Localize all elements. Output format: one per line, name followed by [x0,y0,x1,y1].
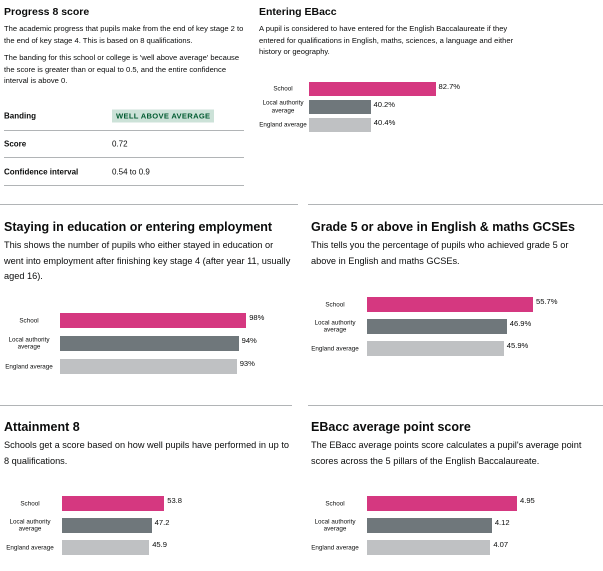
bar-value-label: 40.4% [373,118,396,127]
bar [62,518,152,533]
bar-label: Local authority average [9,518,51,533]
bar-label: School [325,300,345,308]
bar-label: England average [5,362,53,370]
chart-description: A pupil is considered to have entered fo… [259,24,514,56]
bar-label: School [20,499,40,507]
bar-value-label: 98% [249,313,265,322]
bar [60,359,237,374]
attainment8-chart: School 53.8 Local authority average 47.2 Eng… [0,496,290,556]
section-divider [0,204,298,205]
progress8-banding-note: The banding for this school or college i… [4,53,240,85]
grade5-panel: Grade 5 or above in English & maths GCSE… [311,220,601,269]
confidence-row: Confidence interval 0.54 to 0.9 [4,158,244,186]
score-row: Score 0.72 [4,131,244,158]
bar-label: England average [311,543,359,551]
chart-description: This shows the number of pupils who eith… [4,240,291,281]
banding-row: Banding WELL ABOVE AVERAGE [4,104,244,131]
bar [60,313,247,328]
bar-value-label: 53.8 [167,496,182,505]
section-divider [308,204,603,205]
score-key: Score [4,139,27,149]
chart-title: Grade 5 or above in English & maths GCSE… [311,220,575,234]
bar-label: Local authority average [262,99,304,115]
bar-value-label: 40.2% [373,100,396,109]
bar-label: England average [259,121,307,129]
entering-ebacc-panel: Entering EBacc A pupil is considered to … [259,6,529,58]
bar-value-label: 4.95 [519,496,535,505]
bar-value-label: 45.9% [506,341,529,350]
bar [367,319,507,334]
staying-in-education-panel: Staying in education or entering employm… [4,220,294,285]
progress8-description: The academic progress that pupils make f… [4,24,244,45]
bar-value-label: 82.7% [438,82,461,91]
chart-title: EBacc average point score [311,420,471,434]
score-value: 0.72 [112,139,128,149]
bar-value-label: 45.9 [152,540,167,549]
chart-description: The EBacc average points score calculate… [311,440,582,466]
bar-label: School [273,85,293,93]
ebacc-aps-panel: EBacc average point score The EBacc aver… [311,420,601,469]
bar-value-label: 4.12 [494,518,510,527]
bar [367,518,492,533]
bar-label: Local authority average [314,319,356,334]
bar-label: Local authority average [314,518,356,533]
bar-value-label: 4.07 [493,540,509,549]
bar [309,82,436,96]
chart-title: Staying in education or entering employm… [4,220,273,234]
bar [367,341,504,356]
bar-value-label: 47.2 [154,518,170,527]
confidence-key: Confidence interval [4,167,79,176]
progress8-title: Progress 8 score [4,6,90,18]
bar-label: England average [311,344,359,352]
bar-value-label: 94% [241,336,257,345]
chart-title: Attainment 8 [4,420,80,434]
ebacc-aps-chart: School 4.95 Local authority average 4.12 Eng… [305,496,595,556]
attainment8-panel: Attainment 8 Schools get a score based o… [4,420,294,469]
bar [62,540,150,555]
chart-description: Schools get a score based on how well pu… [4,440,289,466]
entering-ebacc-chart: School 82.7% Local authority average 40.2% E… [259,82,559,136]
bar [309,118,371,132]
bar [367,540,491,555]
banding-key: Banding [4,111,36,121]
bar [367,496,517,511]
bar-value-label: 55.7% [535,297,558,306]
section-divider [0,405,292,406]
bar [62,496,165,511]
confidence-value: 0.54 to 0.9 [112,167,150,176]
bar [309,100,371,114]
bar [60,336,239,351]
chart-description: This tells you the percentage of pupils … [311,240,569,266]
bar-label: School [19,316,39,324]
progress8-panel: Progress 8 score The academic progress t… [4,6,254,87]
grade5-chart: School 55.7% Local authority average 46.9% E… [305,297,595,357]
bar-label: England average [6,543,54,551]
staying-in-education-chart: School 98% Local authority average 94% Engla… [0,313,290,374]
chart-title: Entering EBacc [259,6,337,18]
section-divider [308,405,603,406]
bar [367,297,533,312]
bar-value-label: 93% [239,359,255,368]
bar-label: School [325,499,345,507]
bar-value-label: 46.9% [509,319,532,328]
banding-badge: WELL ABOVE AVERAGE [112,109,215,123]
bar-label: Local authority average [8,336,50,351]
